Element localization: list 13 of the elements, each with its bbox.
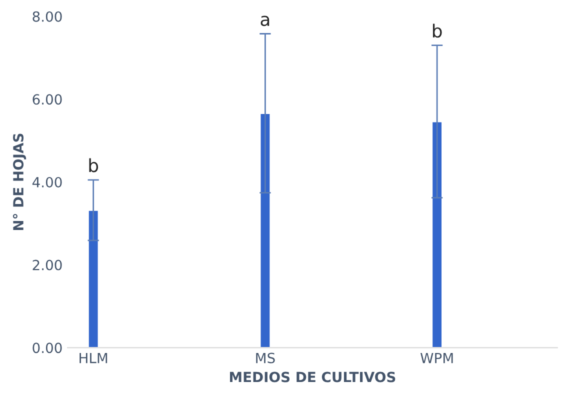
annotation: b: [432, 24, 442, 38]
x-tick-label: MS: [256, 352, 275, 364]
x-tick-label: HLM: [80, 352, 108, 364]
y-tick-label: 2.00: [32, 260, 62, 270]
x-axis-title: MEDIOS DE CULTIVOS: [230, 372, 396, 382]
y-tick-label: 4.00: [32, 176, 62, 188]
annotation: b: [89, 158, 98, 172]
y-tick-label: 6.00: [32, 94, 62, 105]
annotation: a: [260, 16, 270, 26]
y-tick-label: 8.00: [32, 11, 62, 22]
y-axis-title: N° DE HOJAS: [12, 134, 26, 230]
x-tick-label: WPM: [420, 352, 453, 364]
y-tick-label: 0.00: [32, 342, 62, 354]
